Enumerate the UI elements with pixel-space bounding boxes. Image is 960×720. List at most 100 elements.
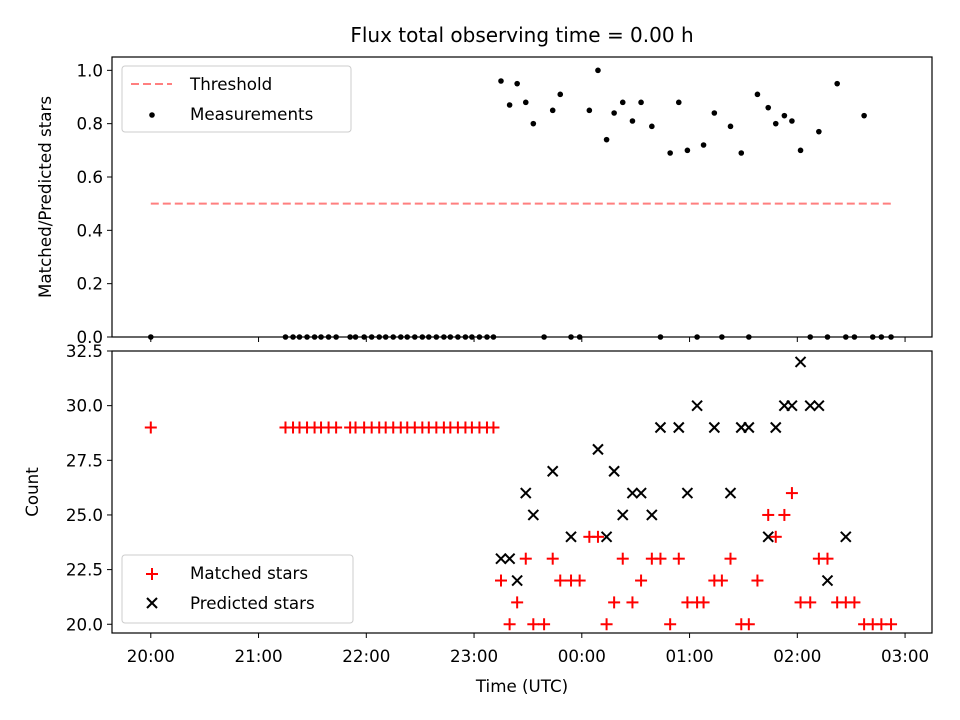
matched-star-point [769,530,782,543]
measurement-point [772,120,779,127]
predicted-star-stroke [600,531,613,543]
matched-star-point [724,552,737,565]
matched-star-point [778,508,791,521]
predicted-star-point [617,509,629,521]
measurement-point [781,112,788,119]
bottom-y-axis-label: Count [22,467,42,517]
predicted-star-stroke [804,399,816,412]
predicted-star-point [654,421,667,434]
measurement-point [727,123,734,130]
legend-matched-label: Matched stars [190,563,308,583]
bottom-panel: 20.0 22.5 25.0 27.5 30.0 32.5 20:00 21:00 22:00… [22,341,933,696]
matched-star-point [494,574,507,587]
bottom-plot-frame [111,350,933,634]
matched-star-point [762,508,775,521]
predicted-star-point [813,399,825,412]
predicted-star-point [804,399,816,412]
predicted-star-point [786,399,798,412]
x-tick-label: 01:00 [666,646,714,666]
y-tick-label: 32.5 [66,341,103,361]
y-tick-label: 1.0 [76,60,103,80]
legend-measurements-swatch [149,112,155,118]
matched-star-point [527,618,540,631]
predicted-star-stroke [592,443,604,456]
predicted-star-point [608,465,620,477]
predicted-star-stroke [786,399,798,412]
y-tick-label: 22.5 [66,560,103,580]
predicted-star-stroke [520,487,532,499]
measurement-point [514,80,520,87]
predicted-star-stroke [708,421,721,434]
top-y-axis-label: Matched/Predicted stars [35,96,55,298]
matched-star-point [715,574,728,587]
predicted-star-point [743,421,755,434]
measurement-point [498,78,504,84]
predicted-star-point [673,421,685,434]
matched-star-point [546,552,559,565]
chart-title: Flux total observing time = 0.00 h [350,23,693,47]
predicted-star-stroke [626,487,639,499]
x-tick-label: 21:00 [234,646,282,666]
x-tick-label: 02:00 [773,646,821,666]
predicted-star-point [626,487,639,499]
predicted-star-point [681,487,694,499]
predicted-star-point [708,421,721,434]
predicted-star-stroke [503,552,516,565]
measurement-point [765,104,772,111]
legend-predicted-label: Predicted stars [190,593,315,613]
matched-star-point [626,596,639,609]
matched-star-point [751,574,764,587]
matched-star-point [487,421,500,434]
predicted-star-stroke [495,552,507,565]
measurement-point [816,128,822,135]
measurement-point [700,142,707,148]
predicted-star-point [511,574,523,587]
measurement-point [797,147,804,154]
matched-star-point [511,596,524,609]
measurement-point [789,118,795,124]
matched-star-point [697,596,710,609]
top-x-ticks [150,337,906,342]
matched-star-point [742,618,755,631]
predicted-star-point [635,487,647,499]
predicted-star-stroke [635,487,647,499]
predicted-star-stroke [608,465,620,477]
predicted-star-stroke [691,399,703,412]
measurement-point [861,112,867,119]
predicted-star-stroke [813,399,825,412]
predicted-star-point [691,399,703,412]
predicted-star-point [565,531,577,543]
y-tick-label: 0.2 [76,274,103,294]
y-tick-label: 30.0 [66,396,103,416]
measurement-point [603,136,610,143]
predicted-star-point [592,443,604,456]
legend-matched-swatch [146,568,158,580]
y-tick-label: 0.4 [76,220,103,240]
predicted-star-point [503,552,516,565]
predicted-star-stroke [617,509,629,521]
predicted-star-point [527,509,540,521]
top-legend: Threshold Measurements [121,65,352,133]
count-points [144,356,898,631]
x-tick-label: 20:00 [127,646,175,666]
predicted-star-point [724,487,737,499]
matched-star-point [804,596,817,609]
bottom-y-ticks: 20.0 22.5 25.0 27.5 30.0 32.5 [66,341,112,634]
measurement-point [530,120,537,127]
measurement-point [834,80,840,87]
predicted-star-stroke [673,421,685,434]
x-tick-label: 22:00 [342,646,390,666]
measurement-point [738,150,745,156]
predicted-star-point [600,531,613,543]
predicted-star-stroke [527,509,540,521]
legend-measurements-label: Measurements [190,104,313,124]
legend-threshold-label: Threshold [189,74,272,94]
predicted-star-stroke [654,421,667,434]
measurement-point [611,110,617,116]
x-tick-label: 00:00 [558,646,606,666]
predicted-star-stroke [743,421,755,434]
matched-star-point [848,596,861,609]
matched-star-point [591,530,604,543]
predicted-star-stroke [565,531,577,543]
matched-star-point [785,487,798,500]
